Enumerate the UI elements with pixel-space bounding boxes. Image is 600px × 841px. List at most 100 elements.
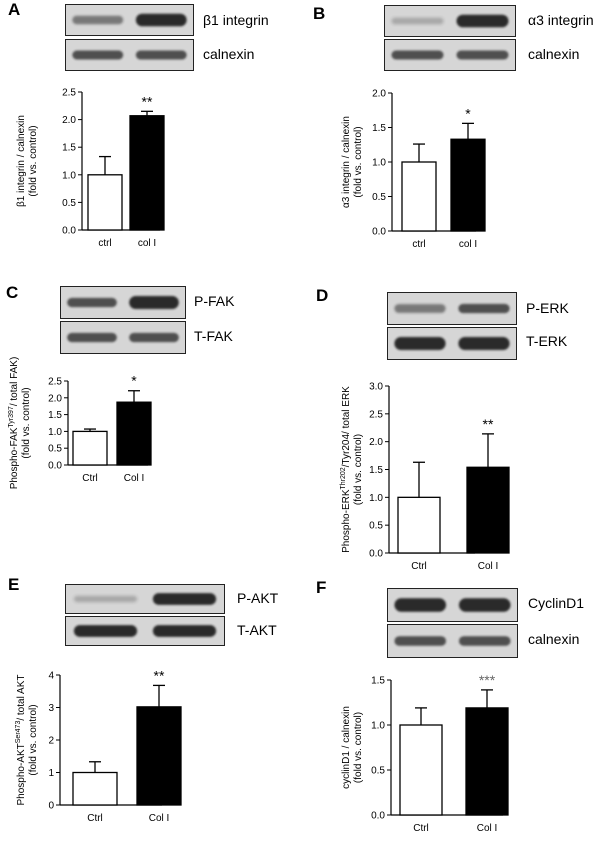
x-category-label: Col I (478, 561, 499, 572)
blot-band (458, 598, 511, 612)
x-category-label: col I (459, 239, 477, 250)
blot-label: T-AKT (237, 622, 277, 638)
x-category-label: Ctrl (82, 473, 98, 484)
bar (72, 771, 118, 806)
x-category-label: Col I (149, 813, 170, 824)
blot-label: P-FAK (194, 293, 235, 309)
blot-label: T-FAK (194, 328, 233, 344)
x-category-label: col I (138, 238, 156, 249)
blot-label: P-AKT (237, 590, 279, 606)
y-tick-label: 0 (48, 801, 54, 812)
blot-strip (387, 327, 517, 360)
blot-strip (60, 321, 186, 354)
panel-letter: B (313, 4, 326, 23)
y-axis-label: Phospho-FAKTyr397/ total FAK) (8, 357, 20, 490)
y-tick-label: 1.5 (371, 676, 385, 687)
bar (466, 466, 510, 554)
bar (399, 724, 443, 816)
y-axis-label: α3 integrin / calnexin (341, 116, 352, 208)
y-tick-label: 2 (48, 736, 54, 747)
y-tick-label: 2.0 (62, 115, 76, 126)
blot-band (394, 598, 447, 612)
x-category-label: Ctrl (87, 813, 103, 824)
x-category-label: ctrl (98, 238, 111, 249)
y-tick-label: 0.0 (48, 461, 62, 472)
x-category-label: ctrl (412, 239, 425, 250)
y-tick-label: 1.5 (372, 123, 386, 134)
significance-label: * (131, 373, 137, 389)
blot-label: P-ERK (526, 300, 569, 316)
bar (465, 707, 509, 816)
y-tick-label: 3.0 (369, 382, 383, 393)
blot-band (129, 295, 179, 310)
blot-band (458, 336, 510, 351)
blot-label: β1 integrin (203, 12, 269, 28)
y-tick-label: 1 (48, 768, 54, 779)
blot-band (394, 304, 446, 313)
y-tick-label: 0.0 (369, 549, 383, 560)
y-tick-label: 0.5 (371, 766, 385, 777)
y-tick-label: 2.0 (369, 437, 383, 448)
blot-band (73, 595, 138, 603)
y-tick-label: 4 (48, 671, 54, 682)
y-axis-label: (fold vs. control) (28, 125, 39, 196)
y-axis-label: (fold vs. control) (353, 126, 364, 197)
blot-label: CyclinD1 (528, 595, 585, 611)
blot-strip (384, 5, 516, 37)
y-tick-label: 0.5 (48, 444, 62, 455)
y-tick-label: 1.0 (371, 721, 385, 732)
blot-band (135, 50, 187, 60)
blot-strip (387, 588, 518, 622)
y-tick-label: 0.0 (372, 227, 386, 238)
blot-band (135, 13, 187, 27)
significance-label: *** (479, 672, 496, 688)
y-tick-label: 2.0 (48, 393, 62, 404)
blot-label: calnexin (203, 46, 255, 62)
blot-strip (65, 584, 225, 614)
blot-label: T-ERK (526, 333, 568, 349)
blot-strip (60, 286, 186, 319)
blot-band (152, 593, 217, 605)
panel-letter: D (316, 286, 329, 305)
significance-label: * (465, 105, 471, 121)
y-tick-label: 1.5 (48, 410, 62, 421)
blot-band (67, 332, 117, 343)
bar (401, 161, 437, 232)
x-category-label: Ctrl (411, 561, 427, 572)
blot-strip (387, 292, 517, 325)
blot-band (456, 50, 509, 60)
x-category-label: Ctrl (413, 823, 429, 834)
blot-band (72, 50, 124, 60)
y-tick-label: 2.0 (372, 89, 386, 100)
blot-band (394, 336, 446, 351)
y-tick-label: 0.5 (369, 521, 383, 532)
panel-letter: F (316, 578, 327, 597)
bar (450, 138, 486, 232)
panel-letter: C (6, 283, 19, 302)
bar (136, 706, 182, 806)
bar (87, 174, 123, 231)
panel-letter: A (8, 0, 21, 19)
blot-strip (387, 624, 518, 658)
bar (397, 496, 441, 554)
y-axis-label: β1 integrin / calnexin (16, 115, 27, 207)
y-axis-label: Phospho-AKTSer473/ total AKT (15, 675, 27, 806)
bar (129, 115, 165, 231)
y-tick-label: 1.0 (48, 427, 62, 438)
y-tick-label: 0.0 (371, 811, 385, 822)
y-tick-label: 1.5 (369, 465, 383, 476)
y-axis-label: cyclinD1 / calnexin (341, 706, 352, 789)
significance-label: ** (483, 416, 494, 432)
blot-band (391, 50, 444, 60)
blot-strip (65, 39, 194, 71)
blot-band (456, 14, 509, 28)
panel-letter: E (8, 575, 20, 594)
blot-label: calnexin (528, 46, 580, 62)
blot-band (458, 303, 510, 314)
blot-band (129, 332, 179, 343)
y-tick-label: 1.0 (369, 493, 383, 504)
x-category-label: Col I (477, 823, 498, 834)
y-tick-label: 0.0 (62, 226, 76, 237)
blot-band (72, 15, 124, 25)
y-axis-label: Phospho-ERKThr202/Tyr204/ total ERK (340, 386, 352, 553)
